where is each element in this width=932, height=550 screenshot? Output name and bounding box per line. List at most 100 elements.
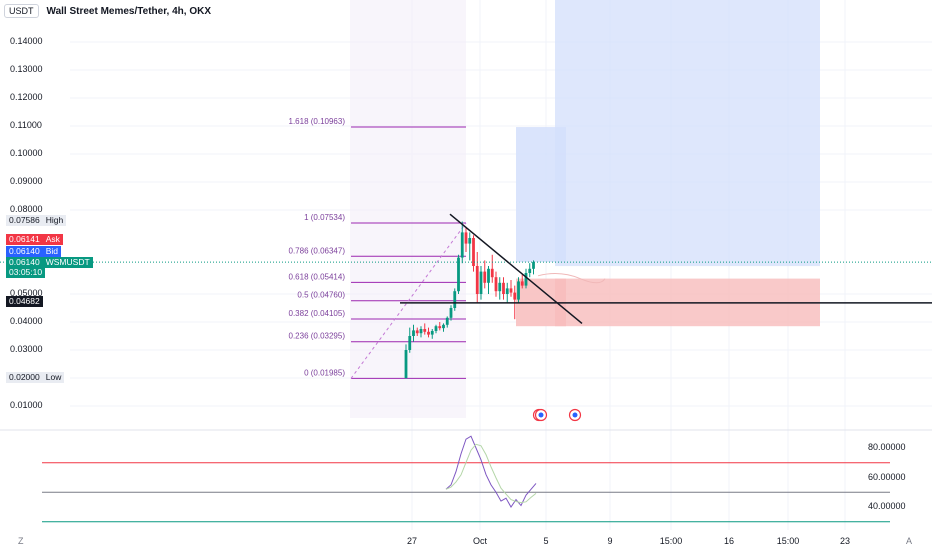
candle-body bbox=[494, 277, 498, 292]
candle-body bbox=[472, 238, 475, 266]
target-zone-small bbox=[516, 127, 566, 263]
candle-body bbox=[438, 326, 442, 329]
line-price-tag: 0.04682 bbox=[6, 296, 43, 307]
x-tick-label: 15:00 bbox=[659, 536, 683, 546]
y-tick-label: 0.08000 bbox=[10, 204, 43, 214]
candle-body bbox=[479, 271, 483, 294]
candle-body bbox=[445, 317, 449, 325]
chart-title: Wall Street Memes/Tether, 4h, OKX bbox=[46, 5, 212, 17]
candle-body bbox=[434, 326, 438, 331]
fib-shade-left bbox=[350, 0, 466, 418]
candle-body bbox=[453, 291, 457, 308]
descending-trendline bbox=[449, 213, 583, 324]
high-tag: 0.07586 High bbox=[6, 215, 67, 226]
bid-label: Bid bbox=[42, 246, 62, 257]
x-tick-label: Oct bbox=[472, 536, 488, 546]
candle-body bbox=[412, 330, 415, 336]
candle-body bbox=[498, 282, 502, 292]
candles bbox=[404, 221, 535, 379]
candle-body bbox=[517, 281, 520, 300]
ask-label: Ask bbox=[42, 234, 63, 245]
candle-body bbox=[430, 330, 434, 335]
candle-body bbox=[505, 288, 509, 294]
candle-body bbox=[487, 268, 490, 283]
target-zone bbox=[555, 0, 820, 267]
ask-tag: 0.06141 Ask bbox=[6, 234, 63, 245]
drawing-overlay bbox=[0, 213, 932, 422]
candle-body bbox=[415, 330, 419, 334]
candle-body bbox=[532, 262, 535, 269]
y-tick-label: 0.09000 bbox=[10, 176, 43, 186]
x-tick-label: 27 bbox=[406, 536, 418, 546]
candle-body bbox=[427, 331, 430, 335]
candle-body bbox=[513, 292, 517, 300]
candle-body bbox=[404, 350, 408, 379]
candle-body bbox=[509, 288, 513, 293]
y-tick-label: 0.04000 bbox=[10, 316, 43, 326]
high-value: 0.07586 bbox=[6, 215, 43, 226]
fib-trend-line bbox=[350, 222, 467, 379]
x-tick-label: 16 bbox=[723, 536, 735, 546]
y-tick-label: 0.13000 bbox=[10, 64, 43, 74]
last-price-tag: 0.06140 WSMUSDT bbox=[6, 257, 93, 268]
rsi-ma-line bbox=[445, 443, 537, 504]
bid-tag: 0.06140 Bid bbox=[6, 246, 62, 257]
low-tag: 0.02000 Low bbox=[6, 372, 65, 383]
zoom-button[interactable]: Z bbox=[18, 536, 24, 546]
rsi-tick-label: 60.00000 bbox=[868, 471, 906, 482]
fib-level-label: 1.618 (0.10963) bbox=[289, 117, 346, 126]
event-icon-dot bbox=[538, 412, 544, 418]
y-tick-label: 0.11000 bbox=[10, 120, 42, 130]
rsi-line bbox=[445, 435, 537, 508]
low-label: Low bbox=[42, 372, 65, 383]
candle-body bbox=[460, 232, 464, 258]
ask-value: 0.06141 bbox=[6, 234, 43, 245]
currency-box[interactable]: USDT bbox=[4, 4, 39, 18]
candle-body bbox=[502, 282, 505, 294]
x-tick-label: 15:00 bbox=[776, 536, 800, 546]
line-value: 0.04682 bbox=[6, 296, 43, 307]
candle-body bbox=[442, 324, 445, 329]
y-tick-label: 0.12000 bbox=[10, 92, 43, 102]
candle-body bbox=[449, 308, 453, 318]
rsi-tick-label: 80.00000 bbox=[868, 442, 906, 452]
bar-countdown: 03:05:10 bbox=[6, 267, 46, 278]
y-tick-label: 0.01000 bbox=[10, 400, 43, 410]
fib-level-label: 0.236 (0.03295) bbox=[289, 332, 346, 341]
fib-level-label: 0.382 (0.04105) bbox=[289, 309, 346, 318]
countdown-tag: 03:05:10 bbox=[6, 267, 46, 278]
x-tick-label: 9 bbox=[607, 536, 613, 546]
high-label: High bbox=[42, 215, 67, 226]
auto-scale-button[interactable]: A bbox=[906, 536, 913, 546]
candle-body bbox=[408, 336, 412, 350]
position-zones bbox=[516, 0, 820, 327]
event-icon-dot bbox=[572, 412, 578, 418]
candle-body bbox=[419, 329, 423, 334]
x-tick-label: 23 bbox=[839, 536, 851, 546]
fib-level-label: 0.618 (0.05414) bbox=[289, 272, 346, 281]
fib-level-label: 1 (0.07534) bbox=[304, 213, 345, 222]
candle-body bbox=[490, 268, 494, 278]
fib-level-label: 0 (0.01985) bbox=[304, 368, 345, 377]
low-value: 0.02000 bbox=[6, 372, 43, 383]
rsi-tick-label: 40.00000 bbox=[868, 501, 906, 511]
bid-value: 0.06140 bbox=[6, 246, 43, 257]
candle-body bbox=[483, 271, 487, 283]
candle-body bbox=[423, 329, 427, 332]
fib-shade bbox=[350, 0, 466, 418]
last-value: 0.06140 bbox=[6, 257, 43, 268]
candle-body bbox=[457, 257, 460, 292]
y-tick-label: 0.05000 bbox=[10, 288, 43, 298]
symbol-label: WSMUSDT bbox=[42, 257, 93, 268]
fib-level-label: 0.5 (0.04760) bbox=[297, 291, 345, 300]
candle-body bbox=[475, 266, 479, 294]
chart-header: USDT Wall Street Memes/Tether, 4h, OKX bbox=[4, 4, 211, 18]
fib-level-label: 0.786 (0.06347) bbox=[289, 246, 346, 255]
projection-path bbox=[537, 273, 606, 284]
x-tick-label: 5 bbox=[543, 536, 549, 546]
candle-body bbox=[468, 238, 472, 244]
candle-body bbox=[524, 273, 528, 286]
candle-body bbox=[520, 281, 524, 286]
y-tick-label: 0.03000 bbox=[10, 344, 43, 354]
